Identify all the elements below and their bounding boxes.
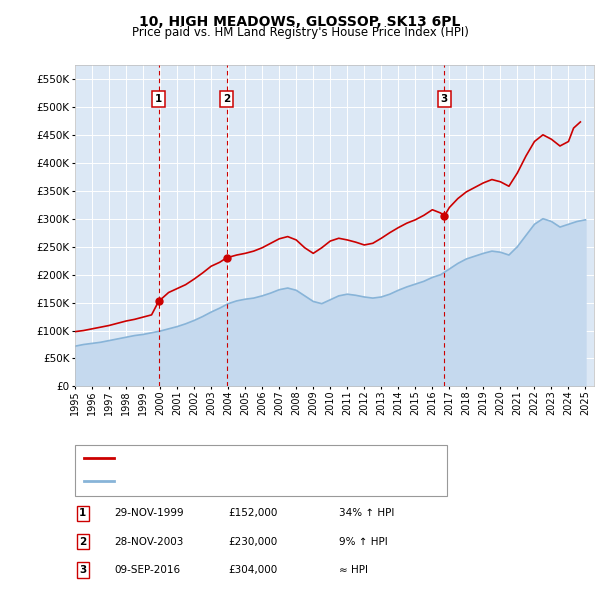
Text: 3: 3 — [440, 94, 448, 104]
Text: 1: 1 — [79, 509, 86, 518]
Text: 1: 1 — [155, 94, 162, 104]
Text: ≈ HPI: ≈ HPI — [339, 565, 368, 575]
Text: HPI: Average price, detached house, High Peak: HPI: Average price, detached house, High… — [118, 476, 363, 486]
Text: 28-NOV-2003: 28-NOV-2003 — [114, 537, 184, 546]
Text: 10, HIGH MEADOWS, GLOSSOP, SK13 6PL: 10, HIGH MEADOWS, GLOSSOP, SK13 6PL — [139, 15, 461, 29]
Text: £304,000: £304,000 — [228, 565, 277, 575]
Text: 9% ↑ HPI: 9% ↑ HPI — [339, 537, 388, 546]
Text: 3: 3 — [79, 565, 86, 575]
Text: 09-SEP-2016: 09-SEP-2016 — [114, 565, 180, 575]
Text: 29-NOV-1999: 29-NOV-1999 — [114, 509, 184, 518]
Text: 10, HIGH MEADOWS, GLOSSOP, SK13 6PL (detached house): 10, HIGH MEADOWS, GLOSSOP, SK13 6PL (det… — [118, 454, 430, 463]
Text: 2: 2 — [79, 537, 86, 546]
Text: 2: 2 — [223, 94, 230, 104]
Text: £230,000: £230,000 — [228, 537, 277, 546]
Text: £152,000: £152,000 — [228, 509, 277, 518]
Text: Price paid vs. HM Land Registry's House Price Index (HPI): Price paid vs. HM Land Registry's House … — [131, 26, 469, 39]
Text: 34% ↑ HPI: 34% ↑ HPI — [339, 509, 394, 518]
